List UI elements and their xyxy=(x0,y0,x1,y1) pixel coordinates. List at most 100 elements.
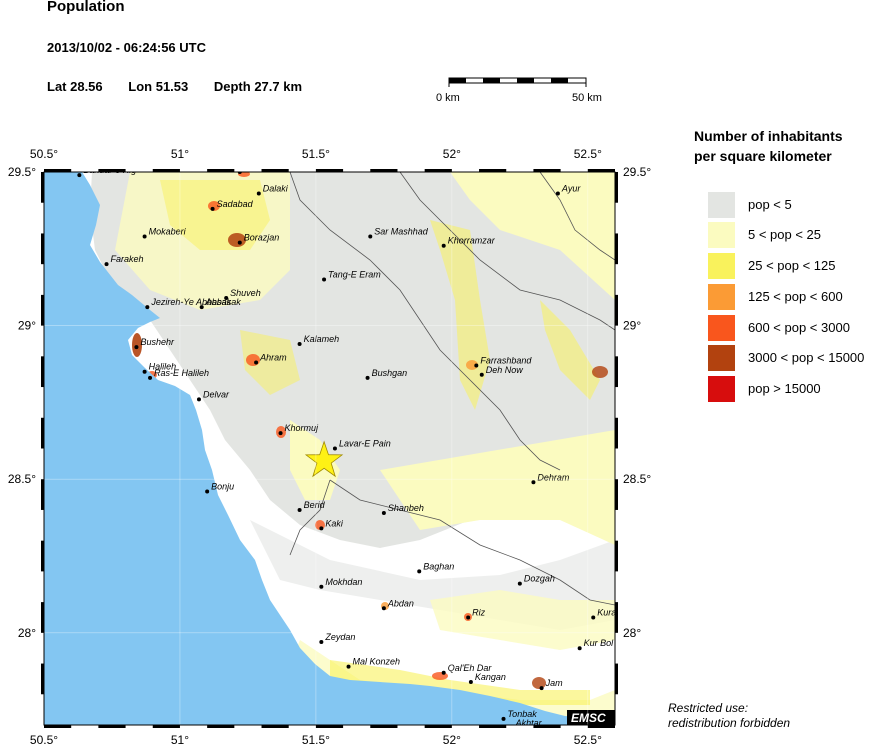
city-dot xyxy=(104,262,109,267)
frame-segment xyxy=(533,725,561,728)
lon-tick-label-bottom: 52° xyxy=(443,733,461,746)
frame-segment xyxy=(479,169,507,172)
city-label: Sar Mashhad xyxy=(374,227,429,237)
frame-segment xyxy=(615,602,618,633)
legend-swatch xyxy=(708,315,735,341)
frame-segment xyxy=(370,725,398,728)
legend-item: 3000 < pop < 15000 xyxy=(708,345,872,371)
legend-item: 25 < pop < 125 xyxy=(708,253,872,279)
legend-label: 5 < pop < 25 xyxy=(748,227,822,242)
city-label: Bushgan xyxy=(372,368,408,378)
city-dot xyxy=(297,342,302,347)
emsc-logo-text: EMSC xyxy=(571,711,606,725)
city-dot xyxy=(199,305,204,310)
city-dot xyxy=(510,726,514,730)
city-dot xyxy=(237,240,242,245)
lon-tick-label-top: 52° xyxy=(443,147,461,161)
city-label: Lavar-E Pain xyxy=(339,439,391,449)
city-dot xyxy=(531,480,536,485)
frame-segment xyxy=(615,479,618,510)
frame-segment xyxy=(44,725,72,728)
city-dot xyxy=(142,234,147,239)
city-label: Mokaberi xyxy=(149,227,187,237)
city-label: Halileh xyxy=(149,362,177,372)
frame-segment xyxy=(315,169,344,172)
frame-segment xyxy=(41,172,44,203)
city-label: Delvar xyxy=(203,389,230,399)
city-dot xyxy=(474,363,479,368)
frame-segment xyxy=(615,233,618,265)
lat-tick-label-right: 29.5° xyxy=(623,165,651,179)
city-label: Kangan xyxy=(475,672,506,682)
city-dot xyxy=(254,360,259,365)
legend-swatch xyxy=(708,253,735,279)
frame-segment xyxy=(41,233,44,265)
city-label: Mokhdan xyxy=(325,577,362,587)
legend-label: 3000 < pop < 15000 xyxy=(748,350,865,365)
city-label: Jezireh-Ye Abbasak xyxy=(150,297,231,307)
scale-bar: 0 km 50 km xyxy=(436,77,602,104)
frame-segment xyxy=(41,417,44,449)
restricted-line2: redistribution forbidden xyxy=(668,716,791,730)
city-dot xyxy=(441,670,446,675)
scale-right-label: 50 km xyxy=(572,92,602,104)
city-dot xyxy=(577,646,582,651)
city-label: Qal'Eh Dar xyxy=(448,663,493,673)
city-dot xyxy=(346,664,351,669)
event-datetime: 2013/10/02 - 06:24:56 UTC xyxy=(47,40,206,55)
lon-tick-label-top: 51° xyxy=(171,147,189,161)
city-label: Farakeh xyxy=(111,254,144,264)
legend-swatch xyxy=(708,376,735,402)
city-label: Ahram xyxy=(259,352,287,362)
frame-segment xyxy=(41,294,44,326)
legend-label: 600 < pop < 3000 xyxy=(748,320,850,335)
city-label: Dalaki xyxy=(263,184,289,194)
lon-tick-label-top: 51.5° xyxy=(302,147,330,161)
city-dot xyxy=(468,679,473,684)
lat-tick-label-left: 28° xyxy=(18,626,36,640)
frame-segment xyxy=(424,169,452,172)
city-label: Kalameh xyxy=(304,334,340,344)
frame-segment xyxy=(207,169,235,172)
frame-segment xyxy=(370,169,398,172)
city-dot xyxy=(322,277,327,282)
frame-segment xyxy=(615,417,618,449)
city-label: Sadabad xyxy=(217,199,254,209)
city-dot xyxy=(196,397,201,402)
frame-segment xyxy=(261,169,289,172)
legend-item: 125 < pop < 600 xyxy=(708,284,872,310)
frame-segment xyxy=(44,169,72,172)
map-title: Population xyxy=(47,0,125,15)
city-dot xyxy=(148,375,153,380)
city-label: Shuveh xyxy=(230,288,261,298)
city-dot xyxy=(501,716,506,721)
legend-item: 5 < pop < 25 xyxy=(708,222,872,248)
city-label: Kura xyxy=(597,607,616,617)
city-dot xyxy=(210,206,215,211)
city-label: Kur Bol xyxy=(584,638,615,648)
lat-tick-label-left: 29.5° xyxy=(8,165,36,179)
city-label: Bonju xyxy=(211,482,234,492)
city-dot xyxy=(256,191,261,196)
frame-segment xyxy=(152,169,180,172)
city-dot xyxy=(368,234,373,239)
legend-swatch xyxy=(708,192,735,218)
city-label: Dehram xyxy=(537,472,570,482)
latitude-text: Lat 28.56 xyxy=(47,79,103,94)
legend-swatch xyxy=(708,284,735,310)
city-dot xyxy=(319,640,324,645)
city-label: Baghan xyxy=(423,561,454,571)
legend-title-line2: per square kilometer xyxy=(694,148,832,164)
lat-tick-label-left: 28.5° xyxy=(8,472,36,486)
frame-segment xyxy=(615,294,618,326)
frame-segment xyxy=(424,725,452,728)
city-dot xyxy=(591,615,596,620)
map-frame xyxy=(41,169,618,728)
city-label: Riz xyxy=(472,607,485,617)
city-dot xyxy=(205,489,210,494)
city-label: Akhtar xyxy=(515,718,543,728)
legend-swatch xyxy=(708,222,735,248)
city-dot xyxy=(278,431,283,436)
city-dot xyxy=(145,305,150,310)
lon-tick-label-bottom: 50.5° xyxy=(30,733,58,746)
